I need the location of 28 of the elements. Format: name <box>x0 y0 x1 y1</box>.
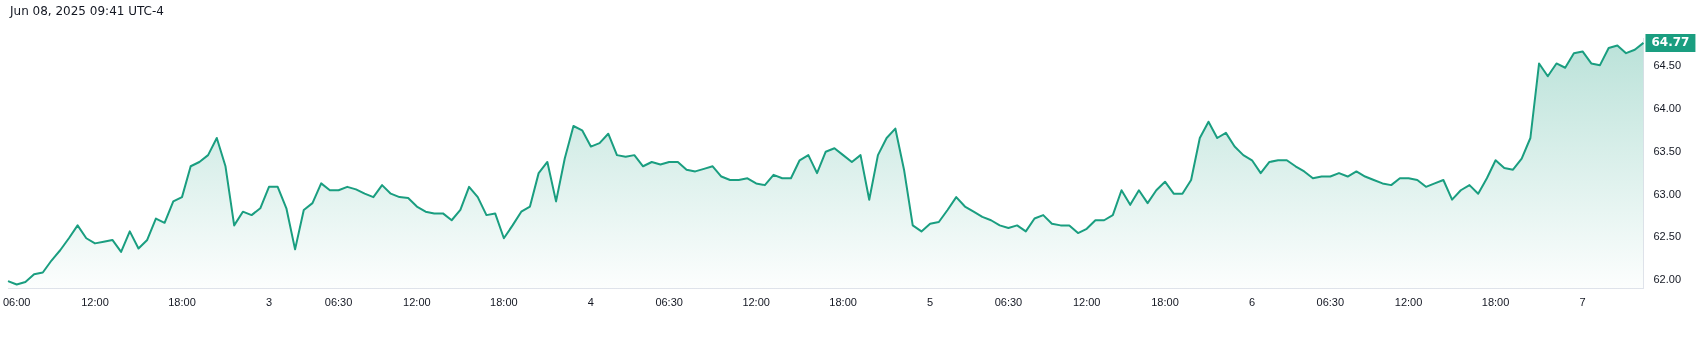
x-tick-label: 5 <box>927 296 934 309</box>
x-tick-label: 12:00 <box>1072 296 1101 309</box>
y-tick-label: 63.50 <box>1653 144 1681 157</box>
y-tick-label: 63.00 <box>1653 187 1681 200</box>
x-tick-label: 18:00 <box>1481 296 1510 309</box>
x-tick-label: 18:00 <box>168 296 196 309</box>
x-tick-label: 18:00 <box>829 296 857 309</box>
y-tick-label: 64.50 <box>1653 59 1681 72</box>
x-tick-label: 18:00 <box>490 296 518 309</box>
x-tick-label: 12:00 <box>742 296 770 309</box>
x-tick-label: 12:00 <box>1394 296 1423 309</box>
x-tick-label: 12:00 <box>81 296 109 309</box>
x-tick-label: 7 <box>1579 296 1586 309</box>
x-tick-label: 3 <box>265 296 273 309</box>
x-tick-label: 4 <box>587 296 594 309</box>
x-tick-label: 06:30 <box>994 296 1023 309</box>
x-tick-label: 12:00 <box>403 296 431 309</box>
x-tick-label: 18:00 <box>1151 296 1179 309</box>
x-tick-label: 06:30 <box>1316 296 1345 309</box>
x-tick-label: 06:30 <box>655 296 683 309</box>
y-tick-label: 64.00 <box>1653 101 1681 114</box>
text: Jun 08, 2025 09:41 UTC-4 <box>10 4 164 18</box>
y-tick-label: 62.50 <box>1653 230 1681 243</box>
x-tick-label: 6 <box>1248 296 1256 309</box>
x-tick-label: 06:00 <box>2 296 31 309</box>
x-tick-label: 06:30 <box>324 296 353 309</box>
y-tick-label: 62.00 <box>1653 273 1681 286</box>
data-label: 64.77 <box>1651 35 1690 50</box>
